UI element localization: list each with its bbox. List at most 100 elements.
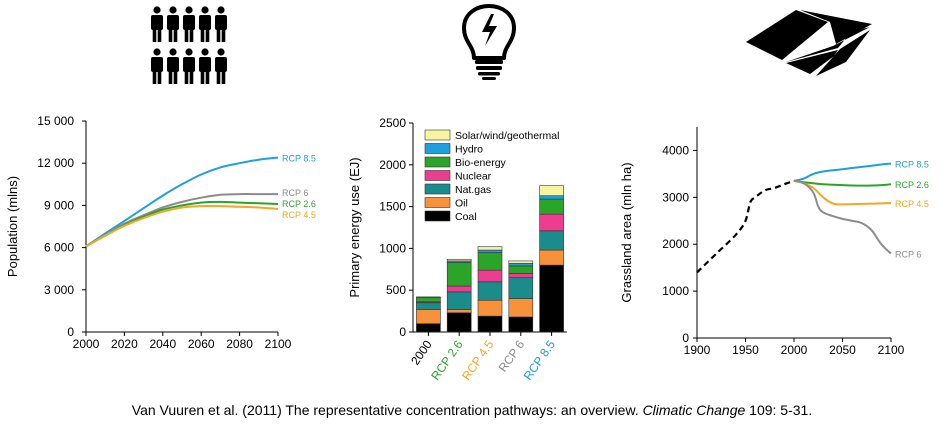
- person-leg: [189, 28, 194, 42]
- y-tick-label: 1000: [379, 241, 406, 255]
- bar-segment-nuclear: [539, 213, 564, 232]
- bar-segment-hydro: [416, 296, 441, 299]
- legend-swatch-oil: [424, 197, 451, 208]
- person-leg: [173, 28, 178, 42]
- series-label-rcp-8-5: RCP 8.5: [895, 160, 929, 170]
- bar-segment-hydro: [539, 195, 564, 200]
- x-tick-label: 1900: [684, 343, 711, 357]
- historical-line: [696, 179, 795, 274]
- bar-segment-nat-gas: [539, 230, 564, 251]
- y-tick-label: 0: [67, 325, 74, 339]
- person-body: [167, 15, 179, 30]
- legend-label-bio-energy: Bio-energy: [455, 157, 507, 169]
- lightning-bolt: [482, 14, 497, 46]
- legend-swatch-hydro: [424, 143, 451, 154]
- person-head: [217, 48, 225, 56]
- person-leg: [168, 28, 173, 42]
- bar-segment-hydro: [477, 249, 503, 253]
- person-leg: [168, 70, 173, 84]
- bar-segment-coal: [446, 312, 472, 333]
- y-tick-label: 0: [399, 325, 406, 339]
- bar-segment-oil: [477, 299, 503, 317]
- x-tick-label: 2080: [226, 337, 253, 351]
- bar-segment-solar-wind-geothermal: [539, 185, 564, 197]
- person-leg: [157, 28, 162, 42]
- person-figure: [167, 6, 179, 42]
- series-label-rcp-4-5: RCP 4.5: [895, 199, 929, 209]
- person-figure: [199, 6, 211, 42]
- legend-label-nuclear: Nuclear: [455, 171, 492, 183]
- person-leg: [205, 70, 210, 84]
- land-parcel: [786, 27, 870, 62]
- person-body: [151, 57, 163, 72]
- x-tick-label: RCP 8.5: [521, 337, 559, 382]
- bar-segment-nat-gas: [446, 291, 472, 310]
- legend-swatch-nuclear: [424, 170, 451, 181]
- y-tick-label: 2500: [379, 116, 406, 130]
- land-parcel-icon: [746, 10, 872, 76]
- bar-segment-coal: [477, 315, 503, 333]
- x-tick-label: RCP 4.5: [459, 337, 497, 382]
- y-axis-label: Primary energy use (EJ): [347, 157, 362, 297]
- series-label-rcp-4-5: RCP 4.5: [282, 210, 316, 220]
- person-head: [153, 48, 161, 56]
- caption-details: 109: 5-31.: [745, 402, 813, 418]
- bar-segment-nat-gas: [416, 302, 441, 310]
- person-leg: [216, 70, 221, 84]
- bar-segment-nuclear: [508, 273, 534, 278]
- person-leg: [184, 70, 189, 84]
- series-line-rcp-4-5: [85, 204, 279, 248]
- person-body: [151, 15, 163, 30]
- legend-swatch-bio-energy: [424, 156, 451, 168]
- x-tick-label: 2060: [188, 337, 215, 351]
- bar-segment-bio-energy: [446, 262, 472, 287]
- series-line-rcp-8-5: [85, 156, 279, 248]
- bulb-base-ring: [478, 72, 500, 76]
- person-body: [215, 15, 227, 30]
- land-parcel: [786, 50, 838, 74]
- person-head: [201, 48, 209, 56]
- person-head: [185, 6, 193, 14]
- person-leg: [205, 28, 210, 42]
- bar-segment-solar-wind-geothermal: [508, 260, 534, 264]
- legend-swatch-nat-gas: [424, 183, 451, 195]
- x-tick-label: 2050: [829, 343, 856, 357]
- bar-segment-bio-energy: [508, 265, 534, 274]
- person-body: [183, 57, 195, 72]
- legend-label-nat-gas: Nat.gas: [455, 184, 491, 196]
- person-leg: [200, 70, 205, 84]
- person-head: [169, 6, 177, 14]
- bulb-base-tip: [482, 77, 496, 80]
- x-tick-label: 2000: [73, 337, 100, 351]
- bar-segment-coal: [539, 264, 564, 333]
- y-tick-label: 3000: [662, 190, 689, 204]
- person-leg: [200, 28, 205, 42]
- person-leg: [221, 28, 226, 42]
- person-body: [199, 57, 211, 72]
- lightbulb-icon: [462, 4, 516, 80]
- x-tick-label: 2040: [149, 337, 176, 351]
- series-label-rcp-2-6: RCP 2.6: [282, 199, 316, 209]
- land-parcel: [816, 30, 870, 76]
- legend-label-hydro: Hydro: [455, 144, 483, 156]
- bar-segment-coal: [508, 316, 534, 333]
- bar-segment-nuclear: [477, 269, 503, 283]
- person-figure: [151, 6, 163, 42]
- x-tick-label: 2000: [781, 343, 808, 357]
- bar-segment-oil: [446, 309, 472, 314]
- person-body: [215, 57, 227, 72]
- person-head: [201, 6, 209, 14]
- y-tick-label: 12 000: [37, 156, 74, 170]
- legend-swatch-coal: [424, 210, 451, 222]
- legend-label-coal: Coal: [455, 211, 477, 223]
- bar-segment-bio-energy: [416, 297, 441, 303]
- caption-journal: Climatic Change: [642, 402, 746, 418]
- person-leg: [184, 28, 189, 42]
- y-tick-label: 500: [386, 283, 406, 297]
- y-tick-label: 4000: [662, 143, 689, 157]
- land-parcel: [800, 10, 872, 44]
- person-body: [167, 57, 179, 72]
- person-head: [217, 6, 225, 14]
- person-leg: [157, 70, 162, 84]
- series-line-rcp-2-6: [85, 200, 279, 248]
